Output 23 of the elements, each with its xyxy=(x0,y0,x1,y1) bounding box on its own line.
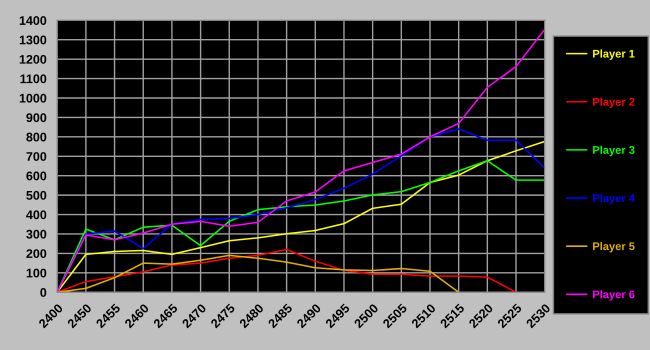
legend-label: Player 4 xyxy=(593,194,635,204)
legend-label: Player 3 xyxy=(593,146,635,156)
y-tick-label: 1400 xyxy=(20,16,46,25)
y-tick-label: 500 xyxy=(26,190,46,200)
y-tick-label: 200 xyxy=(26,249,46,258)
line-series xyxy=(57,254,460,292)
y-tick-label: 400 xyxy=(26,210,46,220)
y-tick-label: 1300 xyxy=(20,36,46,44)
y-tick-label: 0 xyxy=(40,288,46,297)
legend-label: Player 6 xyxy=(593,290,635,301)
line-series xyxy=(57,248,517,292)
y-tick-label: 700 xyxy=(26,152,46,161)
y-tick-label: 900 xyxy=(26,113,46,122)
y-tick-label: 100 xyxy=(26,268,46,278)
y-tick-label: 1000 xyxy=(20,94,46,103)
y-tick-label: 600 xyxy=(26,172,46,180)
legend-label: Player 2 xyxy=(593,98,634,108)
y-tick-label: 800 xyxy=(26,132,46,142)
y-tick-label: 1100 xyxy=(20,74,46,84)
legend-label: Player 5 xyxy=(593,242,635,252)
y-tick-label: 300 xyxy=(26,230,46,239)
legend-label: Player 1 xyxy=(593,49,635,60)
y-tick-label: 1200 xyxy=(20,54,46,64)
